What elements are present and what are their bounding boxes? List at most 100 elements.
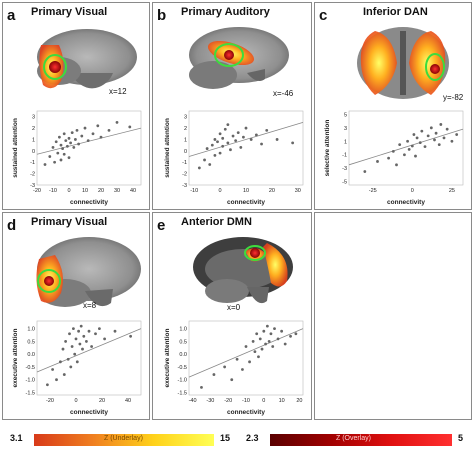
data-point bbox=[74, 337, 78, 341]
data-point bbox=[59, 158, 63, 162]
trend-line bbox=[348, 128, 464, 166]
data-point bbox=[235, 357, 239, 361]
data-point bbox=[62, 373, 66, 376]
x-axis-label: connectivity bbox=[227, 409, 265, 416]
x-axis-label: connectivity bbox=[227, 199, 265, 206]
data-point bbox=[216, 140, 219, 144]
data-point bbox=[91, 132, 95, 136]
data-point bbox=[244, 345, 248, 348]
data-point bbox=[69, 365, 73, 369]
plot-area bbox=[36, 320, 142, 396]
data-point bbox=[66, 144, 69, 148]
y-tick-label: -2 bbox=[30, 172, 35, 178]
data-point bbox=[77, 142, 80, 146]
x-axis-label: connectivity bbox=[70, 409, 108, 416]
slice-coordinate: x=-46 bbox=[273, 89, 294, 98]
data-point bbox=[260, 142, 263, 146]
y-tick-label: 5 bbox=[344, 112, 347, 118]
x-tick-label: 20 bbox=[98, 188, 104, 194]
data-point bbox=[269, 332, 273, 336]
data-point bbox=[69, 141, 72, 145]
brain-sagittal-image bbox=[37, 29, 137, 89]
data-point bbox=[86, 139, 90, 142]
y-axis-label: sustained attention bbox=[164, 118, 171, 178]
data-point bbox=[73, 352, 77, 356]
x-tick-label: 30 bbox=[295, 188, 301, 194]
y-axis-label: sustained attention bbox=[12, 118, 19, 178]
overlay-max-label: 5 bbox=[458, 433, 464, 443]
slice-coordinate: x=8 bbox=[83, 301, 97, 310]
y-tick-label: 1.0 bbox=[27, 327, 35, 333]
panel-e: e Anterior DMN x=0 -40 -30 -20 -10 0 10 20 1.0 0… bbox=[152, 212, 312, 420]
data-point bbox=[221, 136, 225, 140]
data-point bbox=[99, 135, 103, 139]
data-point bbox=[77, 329, 80, 333]
panel-label: c bbox=[319, 7, 328, 24]
x-tick-label: 10 bbox=[279, 398, 285, 404]
x-tick-label: -30 bbox=[206, 398, 214, 404]
data-point bbox=[255, 332, 259, 336]
data-point bbox=[48, 155, 52, 158]
data-point bbox=[200, 385, 203, 389]
data-point bbox=[210, 143, 214, 147]
data-point bbox=[253, 350, 257, 354]
panel-empty bbox=[314, 212, 472, 420]
data-point bbox=[90, 345, 93, 348]
y-tick-label: 0.5 bbox=[27, 339, 35, 345]
data-point bbox=[226, 141, 230, 145]
scatter-plot: -20 -10 0 10 20 30 403210-1-2-3connectivitysus… bbox=[12, 110, 142, 206]
slice-coordinate: x=0 bbox=[227, 303, 241, 312]
data-point bbox=[442, 136, 446, 140]
data-point bbox=[72, 146, 76, 149]
x-tick-label: -20 bbox=[224, 398, 232, 404]
data-point bbox=[239, 146, 243, 149]
y-tick-label: 1.0 bbox=[179, 327, 187, 333]
plot-area bbox=[188, 320, 304, 396]
data-point bbox=[212, 373, 216, 376]
data-point bbox=[257, 355, 260, 359]
data-point bbox=[107, 128, 111, 132]
data-point bbox=[53, 160, 56, 164]
data-point bbox=[403, 153, 406, 157]
data-point bbox=[415, 136, 419, 140]
data-point bbox=[231, 134, 235, 138]
data-point bbox=[249, 138, 253, 141]
data-point bbox=[75, 360, 79, 364]
data-point bbox=[280, 329, 284, 333]
data-point bbox=[66, 357, 70, 361]
data-point bbox=[72, 327, 75, 331]
data-point bbox=[265, 324, 269, 328]
data-point bbox=[429, 126, 433, 130]
data-point bbox=[455, 133, 459, 136]
data-point bbox=[67, 156, 71, 160]
x-axis-label: connectivity bbox=[70, 199, 108, 206]
data-point bbox=[294, 332, 298, 336]
data-point bbox=[236, 131, 240, 135]
data-point bbox=[98, 327, 101, 331]
data-point bbox=[230, 378, 234, 382]
y-tick-label: 0.0 bbox=[179, 352, 187, 358]
x-tick-label: 0 bbox=[262, 398, 265, 404]
colorbar-row: 3.1 Z (Underlay) 15 2.3 Z (Overlay) 5 bbox=[0, 422, 474, 462]
y-tick-label: 1 bbox=[32, 137, 35, 143]
y-axis-label: executive attention bbox=[12, 329, 19, 388]
panel-c: c Inferior DAN y=-82 -25 0 25 5 3 1 -1 -3 -5 conn… bbox=[314, 2, 472, 210]
x-tick-label: 25 bbox=[449, 188, 455, 194]
data-point bbox=[248, 360, 251, 364]
data-point bbox=[128, 125, 132, 129]
data-point bbox=[51, 146, 55, 149]
underlay-max-label: 15 bbox=[220, 433, 231, 443]
data-point bbox=[56, 151, 60, 155]
data-point bbox=[276, 337, 280, 341]
y-tick-label: 0.0 bbox=[27, 352, 35, 358]
y-tick-label: -1.0 bbox=[26, 378, 35, 384]
data-point bbox=[70, 131, 74, 135]
y-tick-label: 1 bbox=[344, 139, 347, 145]
data-point bbox=[291, 141, 295, 145]
data-point bbox=[197, 166, 201, 170]
data-point bbox=[265, 128, 269, 132]
x-tick-label: -10 bbox=[190, 188, 198, 194]
y-tick-label: -1 bbox=[30, 160, 35, 166]
data-point bbox=[289, 334, 292, 338]
x-tick-label: 20 bbox=[269, 188, 275, 194]
